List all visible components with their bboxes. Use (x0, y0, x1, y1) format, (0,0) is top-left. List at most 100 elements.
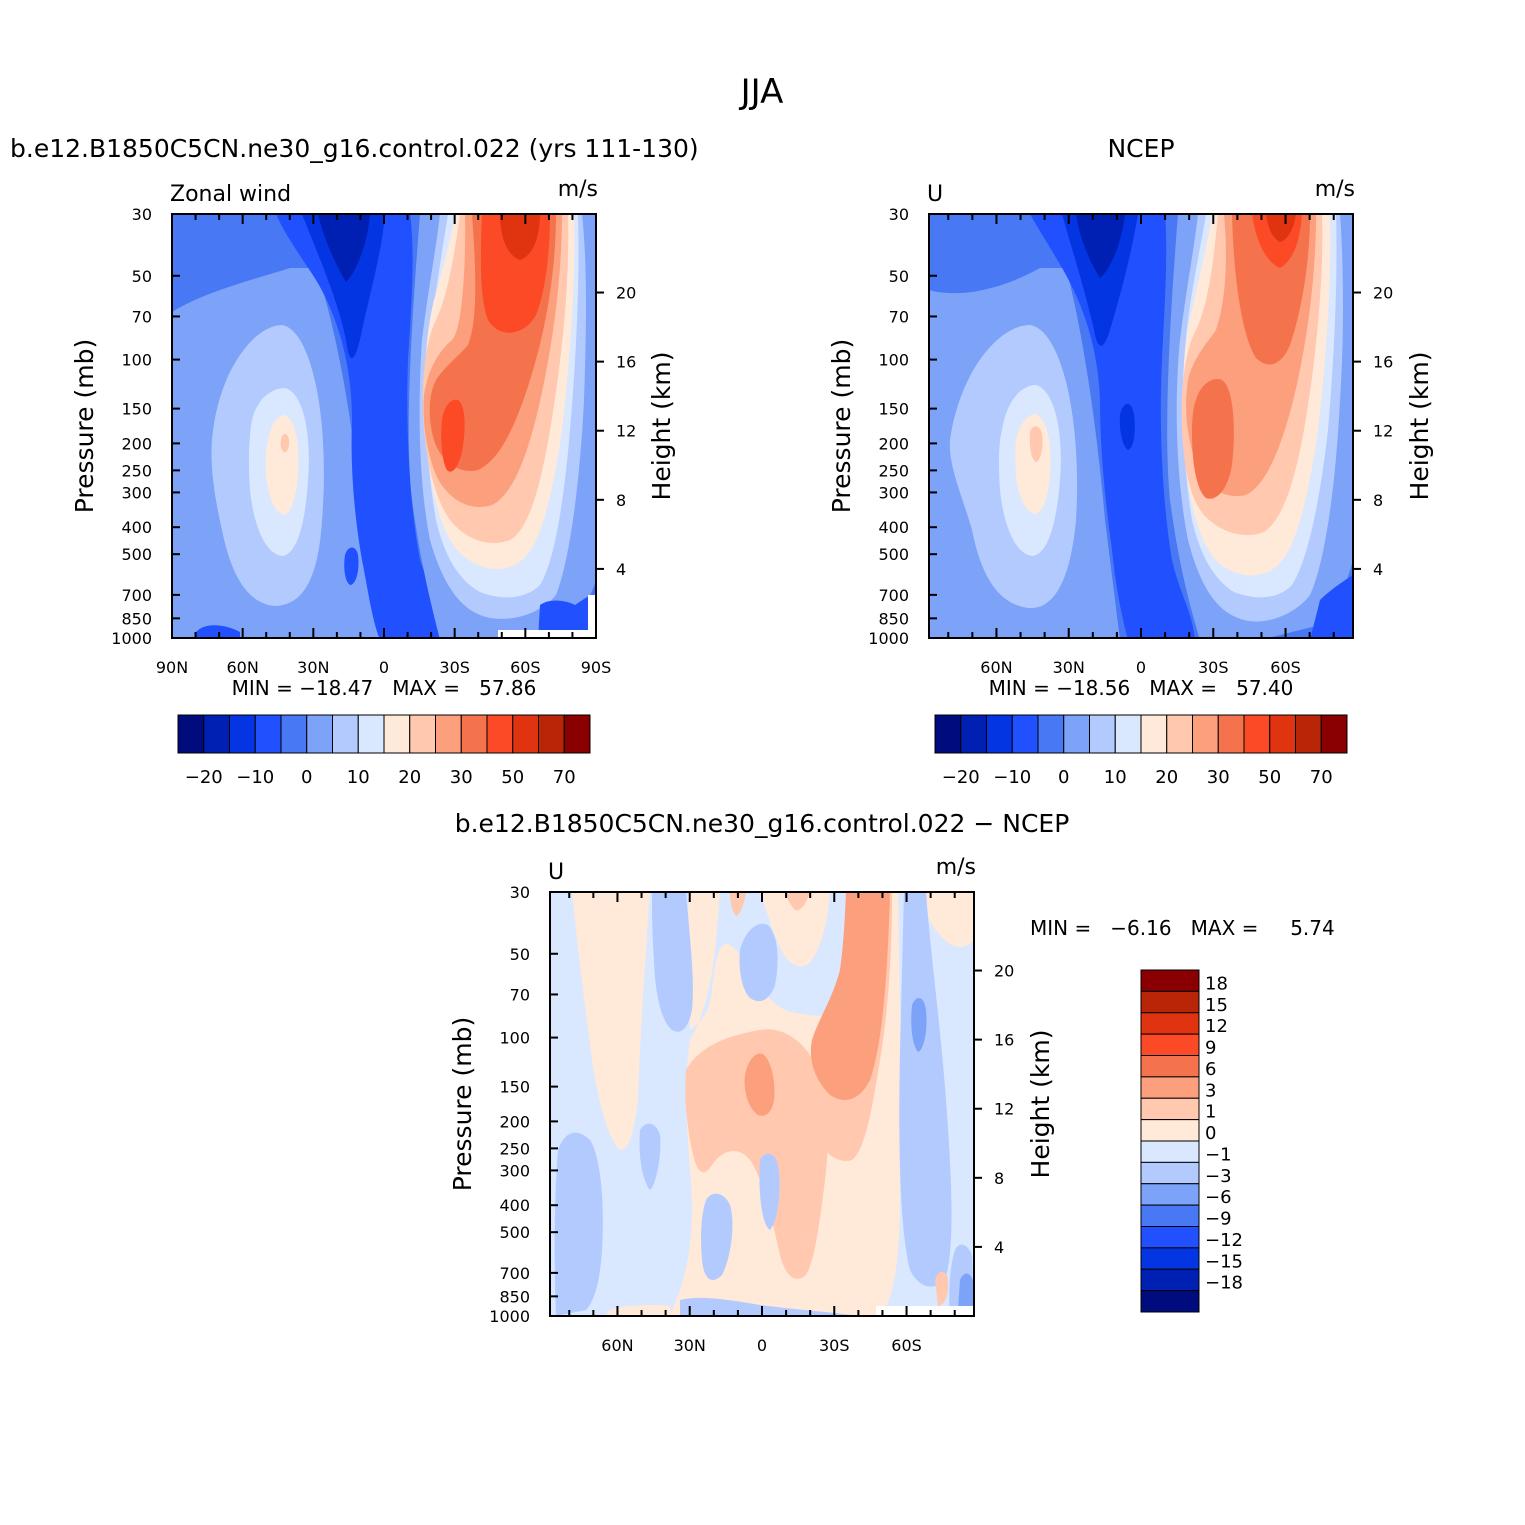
colorbar-label: 0 (301, 767, 312, 788)
colorbar-label: 12 (1205, 1016, 1228, 1037)
colorbar-swatch (1243, 714, 1271, 754)
colorbar-label: 1 (1205, 1102, 1216, 1123)
x-tick-label: 30N (674, 1336, 706, 1355)
min-max-readout: MIN = −18.56 MAX = 57.40 (989, 676, 1294, 700)
right-axis-label: Height (km) (1405, 352, 1434, 501)
colorbar-label: 6 (1205, 1059, 1216, 1080)
colorbar-label: 15 (1205, 995, 1228, 1016)
height-tick-label: 4 (1373, 560, 1383, 579)
colorbar-swatch (1140, 714, 1168, 754)
pressure-tick-label: 1000 (111, 629, 152, 648)
colorbar-swatch (1140, 1012, 1200, 1035)
panel-diff-left-label: U (548, 860, 564, 885)
colorbar-swatch (229, 714, 256, 754)
colorbar-label: −9 (1205, 1209, 1232, 1230)
min-max-readout: MIN = −18.47 MAX = 57.86 (232, 676, 537, 700)
contour-fill (685, 1029, 828, 1279)
contour-fill (302, 214, 385, 359)
colorbar-label: −1 (1205, 1144, 1232, 1165)
colorbar-label: −18 (1205, 1273, 1243, 1294)
pressure-tick-label: 100 (121, 351, 152, 370)
colorbar-label: −20 (185, 767, 223, 788)
colorbar-label: 0 (1058, 767, 1069, 788)
contour-fill (899, 892, 952, 1287)
pressure-tick-label: 400 (499, 1196, 530, 1215)
diff-contour-field (550, 892, 974, 1316)
height-tick-label: 8 (1373, 491, 1383, 510)
height-tick-label: 16 (1373, 353, 1393, 372)
colorbar-swatch (1217, 714, 1245, 754)
pressure-tick-label: 850 (121, 609, 152, 628)
pressure-tick-label: 150 (499, 1078, 530, 1097)
height-tick-label: 20 (994, 962, 1014, 981)
pressure-tick-label: 250 (878, 461, 909, 480)
x-tick-label: 60S (510, 658, 541, 677)
x-tick-label: 0 (379, 658, 389, 677)
colorbar-swatch (1140, 1268, 1200, 1292)
missing-data (876, 1306, 974, 1316)
pressure-tick-label: 70 (889, 307, 909, 326)
colorbar-swatch (1140, 1097, 1200, 1121)
colorbar-swatch (254, 714, 282, 754)
pressure-tick-label: 70 (132, 307, 152, 326)
colorbar-label: −20 (942, 767, 980, 788)
colorbar-label: −3 (1205, 1166, 1232, 1187)
y-axis-label: Pressure (mb) (70, 339, 99, 513)
pressure-tick-label: 1000 (868, 629, 909, 648)
contour-fill (344, 547, 359, 585)
colorbar-swatch (1140, 969, 1200, 992)
pressure-tick-label: 300 (878, 483, 909, 502)
x-tick-label: 60N (980, 658, 1012, 677)
pressure-tick-label: 850 (878, 609, 909, 628)
colorbar-label: 9 (1205, 1038, 1216, 1059)
colorbar-swatch (1140, 1183, 1200, 1206)
colorbar-swatch (486, 714, 514, 754)
contour-fill (500, 214, 540, 260)
contour-fill (605, 1305, 672, 1316)
height-tick-label: 4 (616, 560, 626, 579)
colorbar-swatch (306, 714, 333, 754)
colorbar-swatch (1320, 714, 1348, 754)
colorbar-swatch (357, 714, 385, 754)
colorbar-swatch (383, 714, 411, 754)
colorbar-label: 30 (450, 767, 473, 788)
colorbar-model: −20 −10 0 10 20 30 50 70 (177, 714, 591, 788)
ncep-contour-field (929, 214, 1353, 638)
pressure-tick-label: 30 (132, 205, 152, 224)
colorbar-label: −10 (993, 767, 1031, 788)
height-tick-label: 12 (616, 422, 636, 441)
pressure-tick-label: 300 (121, 483, 152, 502)
contour-fill (911, 998, 927, 1052)
colorbar-label: 70 (553, 767, 576, 788)
figure-title: JJA (739, 72, 784, 112)
colorbar-swatch (512, 714, 539, 754)
colorbar-swatch (960, 714, 987, 754)
contour-fill (701, 1193, 733, 1280)
contour-fill (538, 595, 596, 638)
height-tick-label: 16 (616, 353, 636, 372)
pressure-tick-label: 700 (499, 1264, 530, 1283)
contour-fill (739, 923, 778, 1002)
contour-fill (1114, 570, 1120, 578)
pressure-tick-label: 30 (510, 883, 530, 902)
pressure-tick-label: 50 (510, 945, 530, 964)
contour-fill (680, 1297, 860, 1316)
height-tick-label: 20 (1373, 284, 1393, 303)
x-tick-label: 30N (1053, 658, 1085, 677)
colorbar-swatch (332, 714, 359, 754)
x-tick-label: 60S (891, 1336, 922, 1355)
colorbar-swatch (1140, 1076, 1200, 1099)
colorbar-label: −6 (1205, 1187, 1232, 1208)
colorbar-swatch (1192, 714, 1219, 754)
height-tick-label: 20 (616, 284, 636, 303)
colorbar-swatch (538, 714, 565, 754)
colorbar-label: 18 (1205, 973, 1228, 994)
contour-fill (935, 1271, 949, 1306)
panel-ncep-units: m/s (1315, 177, 1355, 202)
colorbar-label: 20 (398, 767, 421, 788)
pressure-tick-label: 150 (878, 400, 909, 419)
pressure-tick-label: 50 (889, 267, 909, 286)
colorbar-swatch (1114, 714, 1142, 754)
pressure-tick-label: 700 (878, 586, 909, 605)
pressure-tick-label: 300 (499, 1161, 530, 1180)
